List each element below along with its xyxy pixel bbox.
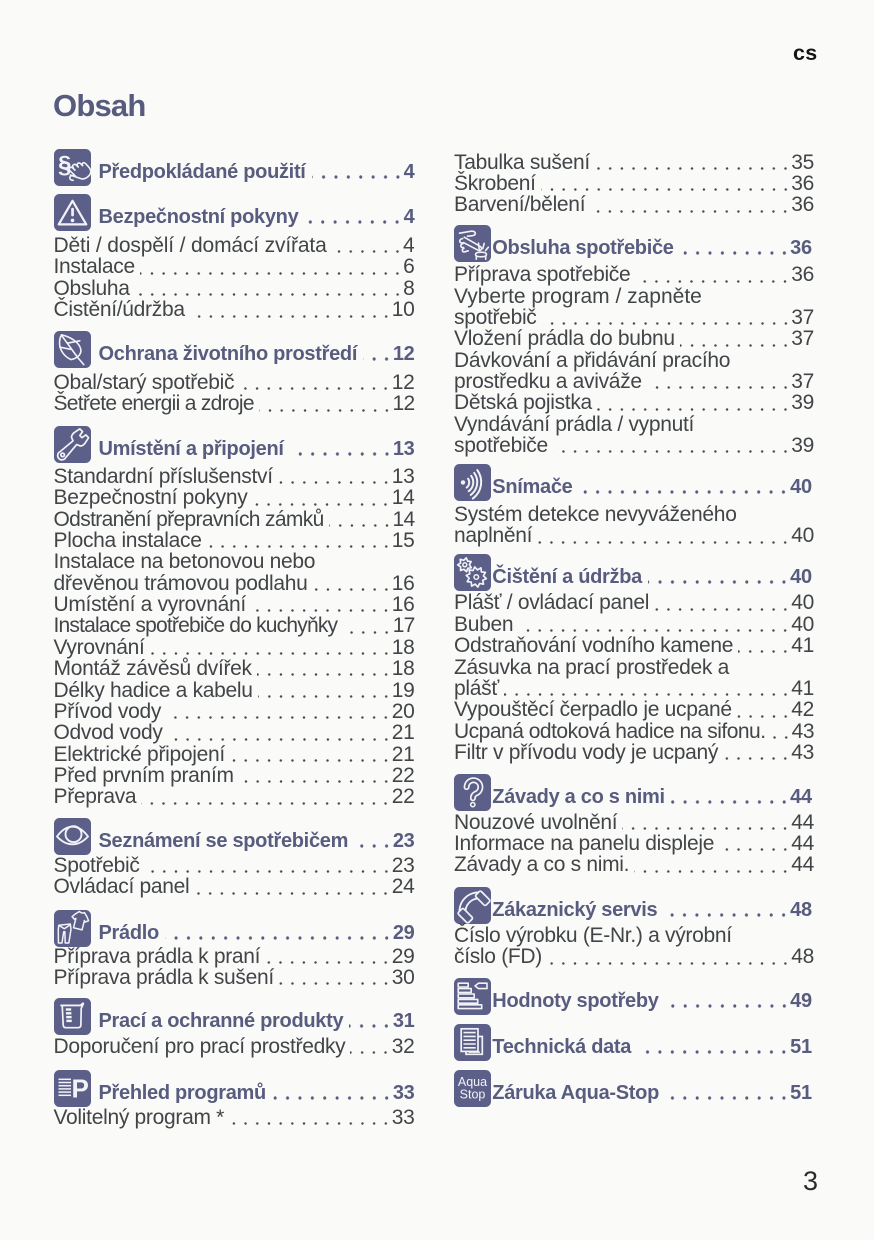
svg-text:P: P [72,1074,89,1104]
svg-text:Aqua: Aqua [457,1074,486,1088]
svg-text:Stop: Stop [459,1087,485,1101]
svg-text:§: § [58,152,71,179]
